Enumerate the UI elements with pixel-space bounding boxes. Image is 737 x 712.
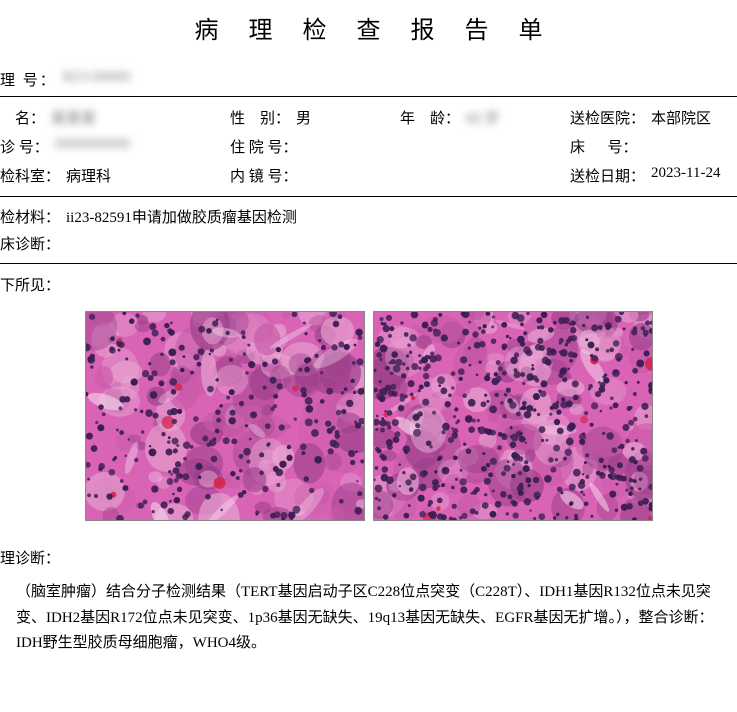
endoscopy-no-cell: 内 镜 号：	[230, 165, 400, 186]
bed-no-cell: 床 号：	[570, 136, 737, 157]
report-title: 病 理 检 查 报 告 单	[0, 10, 737, 45]
findings-title: 下所见：	[0, 264, 737, 307]
blank-cell	[400, 136, 570, 157]
sex-value: 男	[296, 107, 311, 128]
blank-cell-2	[400, 165, 570, 186]
age-value: 00 岁	[466, 107, 500, 128]
name-value: 某某某	[51, 107, 96, 128]
age-label: 年 龄：	[400, 107, 460, 128]
dept-label: 检科室：	[0, 165, 60, 186]
histology-images	[0, 307, 737, 541]
patient-info-block: 名： 某某某 性 别： 男 年 龄： 00 岁 送检医院： 本部院区 诊 号： …	[0, 96, 737, 197]
dept-value: 病理科	[66, 165, 111, 186]
pathno-label: 理 号：	[0, 69, 57, 90]
age-cell: 年 龄： 00 岁	[400, 107, 570, 128]
hospital-value: 本部院区	[651, 107, 711, 128]
pathological-diagnosis-block: 理诊断： （脑室肿瘤）结合分子检测结果（TERT基因启动子区C228位点突变（C…	[0, 541, 737, 657]
send-date-cell: 送检日期： 2023-11-24	[570, 165, 737, 186]
outpatient-no-cell: 诊 号： 0000000000	[0, 136, 230, 157]
info-row-3: 检科室： 病理科 内 镜 号： 送检日期： 2023-11-24	[0, 161, 737, 190]
pathology-report: 病 理 检 查 报 告 单 理 号： B23-00000 名： 某某某 性 别：…	[0, 0, 737, 657]
sex-label: 性 别：	[230, 107, 290, 128]
dept-cell: 检科室： 病理科	[0, 165, 230, 186]
pathno-value: B23-00000	[63, 69, 131, 90]
info-row-2: 诊 号： 0000000000 住 院 号： 床 号：	[0, 132, 737, 161]
histology-image-left	[85, 311, 365, 521]
pathdiag-title: 理诊断：	[0, 541, 737, 580]
info-row-1: 名： 某某某 性 别： 男 年 龄： 00 岁 送检医院： 本部院区	[0, 103, 737, 132]
hospital-cell: 送检医院： 本部院区	[570, 107, 737, 128]
clinical-diagnosis-row: 床诊断：	[0, 230, 737, 257]
material-value: ii23-82591申请加做胶质瘤基因检测	[66, 206, 297, 227]
pathology-number-row: 理 号： B23-00000	[0, 63, 737, 96]
histology-image-right	[373, 311, 653, 521]
pathdiag-text: （脑室肿瘤）结合分子检测结果（TERT基因启动子区C228位点突变（C228T）…	[0, 580, 737, 657]
inpno-label: 住 院 号：	[230, 136, 298, 157]
outpno-label: 诊 号：	[0, 136, 49, 157]
hospital-label: 送检医院：	[570, 107, 645, 128]
endo-label: 内 镜 号：	[230, 165, 298, 186]
material-row: 检材料： ii23-82591申请加做胶质瘤基因检测	[0, 203, 737, 230]
name-label: 名：	[0, 107, 45, 128]
outpno-value: 0000000000	[55, 136, 130, 157]
inpatient-no-cell: 住 院 号：	[230, 136, 400, 157]
clindiag-label: 床诊断：	[0, 233, 60, 254]
sex-cell: 性 别： 男	[230, 107, 400, 128]
name-cell: 名： 某某某	[0, 107, 230, 128]
sdate-label: 送检日期：	[570, 165, 645, 186]
sdate-value: 2023-11-24	[651, 165, 720, 186]
material-label: 检材料：	[0, 206, 60, 227]
bedno-label: 床 号：	[570, 136, 638, 157]
material-block: 检材料： ii23-82591申请加做胶质瘤基因检测 床诊断：	[0, 197, 737, 264]
